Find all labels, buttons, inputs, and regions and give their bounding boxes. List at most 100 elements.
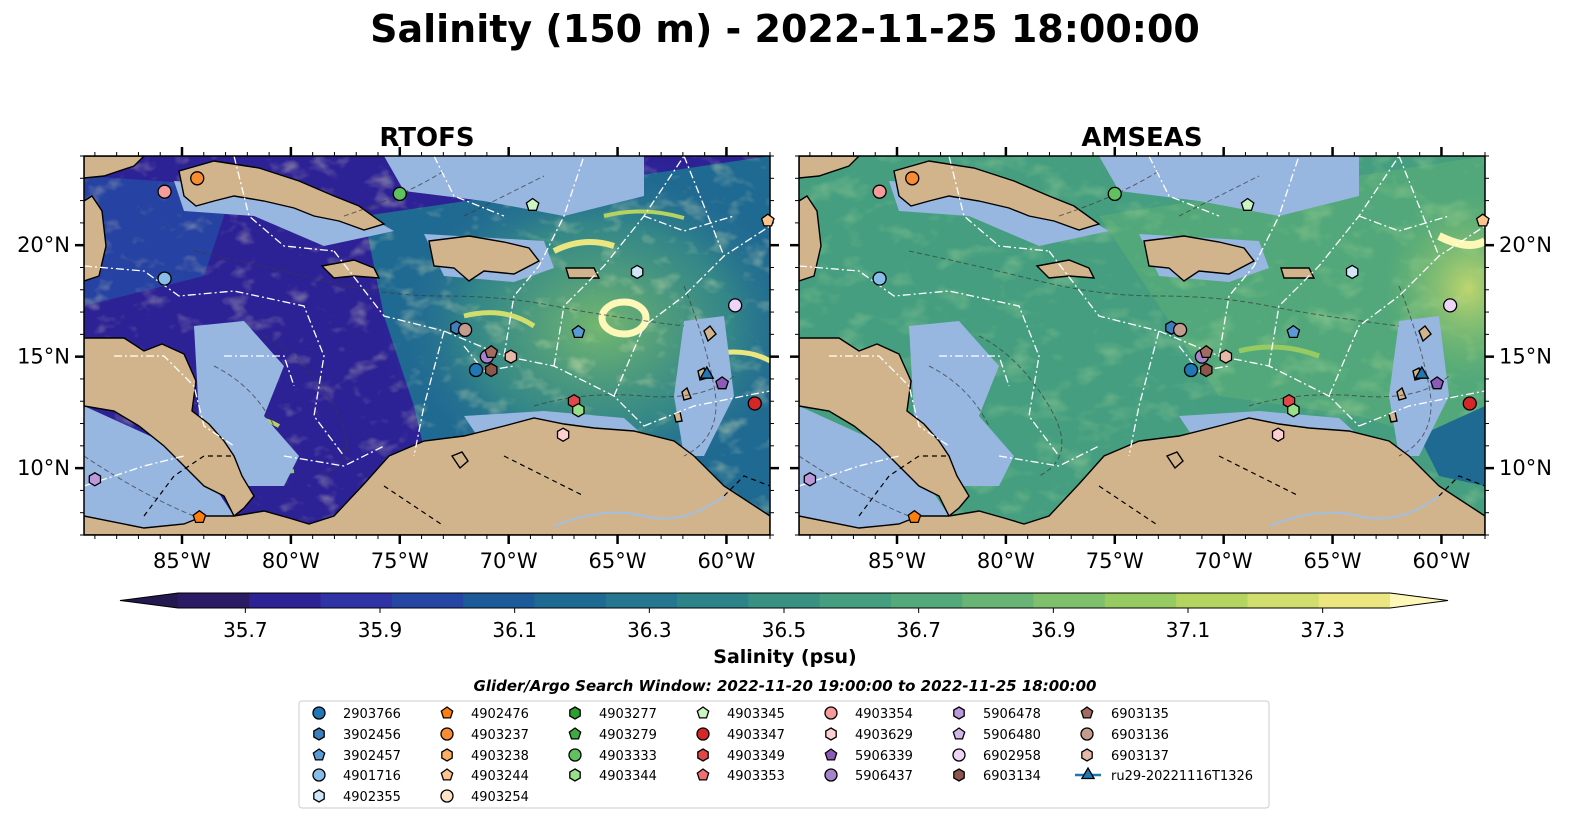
- salinity-filament: [1238, 344, 1320, 359]
- legend-marker: [953, 768, 965, 782]
- legend-item: 4901716: [312, 768, 401, 784]
- legend-item: 4903354: [824, 706, 913, 722]
- legend-label: 6902958: [983, 749, 1041, 764]
- legend-marker: [312, 768, 326, 782]
- station-marker-4903237: [905, 171, 920, 186]
- legend-marker: [312, 706, 326, 720]
- station-marker-4903354: [157, 184, 172, 199]
- legend-marker: [1080, 706, 1094, 719]
- legend-label: 4903345: [727, 707, 785, 722]
- legend-box: [298, 700, 1270, 809]
- colorbar-cell: [320, 593, 393, 608]
- colorbar-tick-label: 35.7: [223, 618, 268, 642]
- station-marker-4902476: [907, 509, 922, 524]
- map-frame: [798, 155, 1486, 536]
- colorbar-extend-low: [120, 593, 178, 608]
- legend-label: 4902355: [343, 790, 401, 805]
- legend-label: 4901716: [343, 769, 401, 784]
- legend-label: 4903629: [855, 728, 913, 743]
- map-frame: [83, 155, 771, 536]
- legend-item: 4903345: [696, 706, 785, 722]
- station-marker-4902355: [630, 264, 644, 280]
- legend-marker: [441, 748, 453, 762]
- lat-tick-label: 15°N: [17, 345, 70, 369]
- station-marker-4903344: [572, 402, 585, 418]
- station-marker-6903134: [484, 362, 498, 378]
- colorbar-cell: [819, 593, 892, 608]
- legend-label: 4903254: [471, 790, 529, 805]
- station-marker-4903345: [1240, 197, 1255, 211]
- legend-label: 4903277: [599, 707, 657, 722]
- colorbar-cell: [249, 593, 322, 608]
- colorbar-cell: [1033, 593, 1106, 608]
- legend-label: 6903135: [1111, 707, 1169, 722]
- legend-label: 5906437: [855, 769, 913, 784]
- station-marker-4903354: [872, 184, 887, 199]
- legend-item: 6903137: [1081, 748, 1169, 764]
- legend-item: 2903766: [312, 706, 401, 722]
- legend-marker: [697, 748, 709, 762]
- lon-tick-label: 85°W: [153, 549, 211, 573]
- legend-label: 5906478: [983, 707, 1041, 722]
- lon-tick-label: 70°W: [1195, 549, 1253, 573]
- legend-title: Glider/Argo Search Window: 2022-11-20 19…: [474, 677, 1097, 695]
- legend-item: 5906480: [952, 727, 1041, 743]
- station-marker-5906339: [1430, 376, 1445, 390]
- legend-marker: [569, 768, 581, 782]
- colorbar-tick-label: 36.3: [627, 618, 672, 642]
- legend-marker: [825, 727, 837, 741]
- colorbar-cell: [748, 593, 821, 608]
- axis-ticks: 85°W 80°W 75°W 70°W 65°W 60°W 10°N 15°N 20°N: [790, 147, 1552, 573]
- legend-label: 4903237: [471, 728, 529, 743]
- station-marker-4903333: [392, 186, 407, 202]
- legend-marker: [1080, 727, 1094, 741]
- station-markers: [88, 171, 775, 524]
- figure-title: Salinity (150 m) - 2022-11-25 18:00:00: [370, 7, 1200, 51]
- station-marker-6903137: [504, 349, 518, 364]
- legend-marker: [569, 706, 581, 720]
- station-marker-4903347: [747, 396, 762, 411]
- colorbar-tick-label: 36.9: [1031, 618, 1076, 642]
- legend-marker: [568, 727, 582, 740]
- station-marker-4901716: [157, 271, 172, 286]
- legend-item: 4903254: [440, 789, 529, 805]
- legend-item: 4903279: [568, 727, 657, 743]
- colorbar-cell: [1247, 593, 1320, 608]
- legend-item: ru29-20221116T1326: [1075, 766, 1253, 784]
- legend-label: 5906480: [983, 728, 1041, 743]
- legend-label: 6903136: [1111, 728, 1169, 743]
- legend-label: 5906339: [855, 749, 913, 764]
- legend-label: ru29-20221116T1326: [1111, 769, 1253, 784]
- lon-tick-label: 75°W: [1086, 549, 1144, 573]
- legend-marker: [313, 789, 325, 803]
- legend-item: 6902958: [952, 748, 1041, 764]
- colorbar-tick-label: 36.5: [762, 618, 807, 642]
- legend-item: 6903134: [953, 768, 1041, 784]
- salinity-filament: [1437, 232, 1485, 249]
- axis-ticks: 85°W 80°W 75°W 70°W 65°W 60°W 10°N 15°N 20°N: [17, 147, 779, 573]
- colorbar-tick-label: 37.1: [1166, 618, 1211, 642]
- legend-marker: [1081, 748, 1093, 762]
- station-marker-5906478: [803, 472, 817, 487]
- legend-marker: [952, 727, 966, 740]
- legend-label: 4903347: [727, 728, 785, 743]
- salinity-filament: [603, 209, 685, 220]
- station-marker-4903344: [1287, 402, 1300, 418]
- station-marker-3902457: [1286, 324, 1301, 339]
- legend-item: 5906437: [824, 768, 913, 784]
- colorbar-cell: [1176, 593, 1248, 608]
- salinity-filament: [463, 310, 536, 329]
- station-marker-6902958: [728, 298, 743, 313]
- legend-marker: [953, 706, 965, 720]
- legend-item: 4903349: [697, 748, 785, 764]
- station-marker-4903629: [556, 427, 570, 442]
- legend-marker: [440, 727, 454, 741]
- legend-item: 4903344: [569, 768, 657, 784]
- station-marker-ru29-20221116T1326: [1414, 365, 1430, 379]
- map-panel-amseas: AMSEAS 85°W 80°W 75°W 70°W 65°W 60°W 10°N 15°N 2…: [790, 123, 1552, 573]
- legend-item: 4903238: [441, 748, 529, 764]
- legend-label: 4903238: [471, 749, 529, 764]
- lon-tick-label: 60°W: [697, 549, 755, 573]
- lat-tick-label: 10°N: [1499, 456, 1552, 480]
